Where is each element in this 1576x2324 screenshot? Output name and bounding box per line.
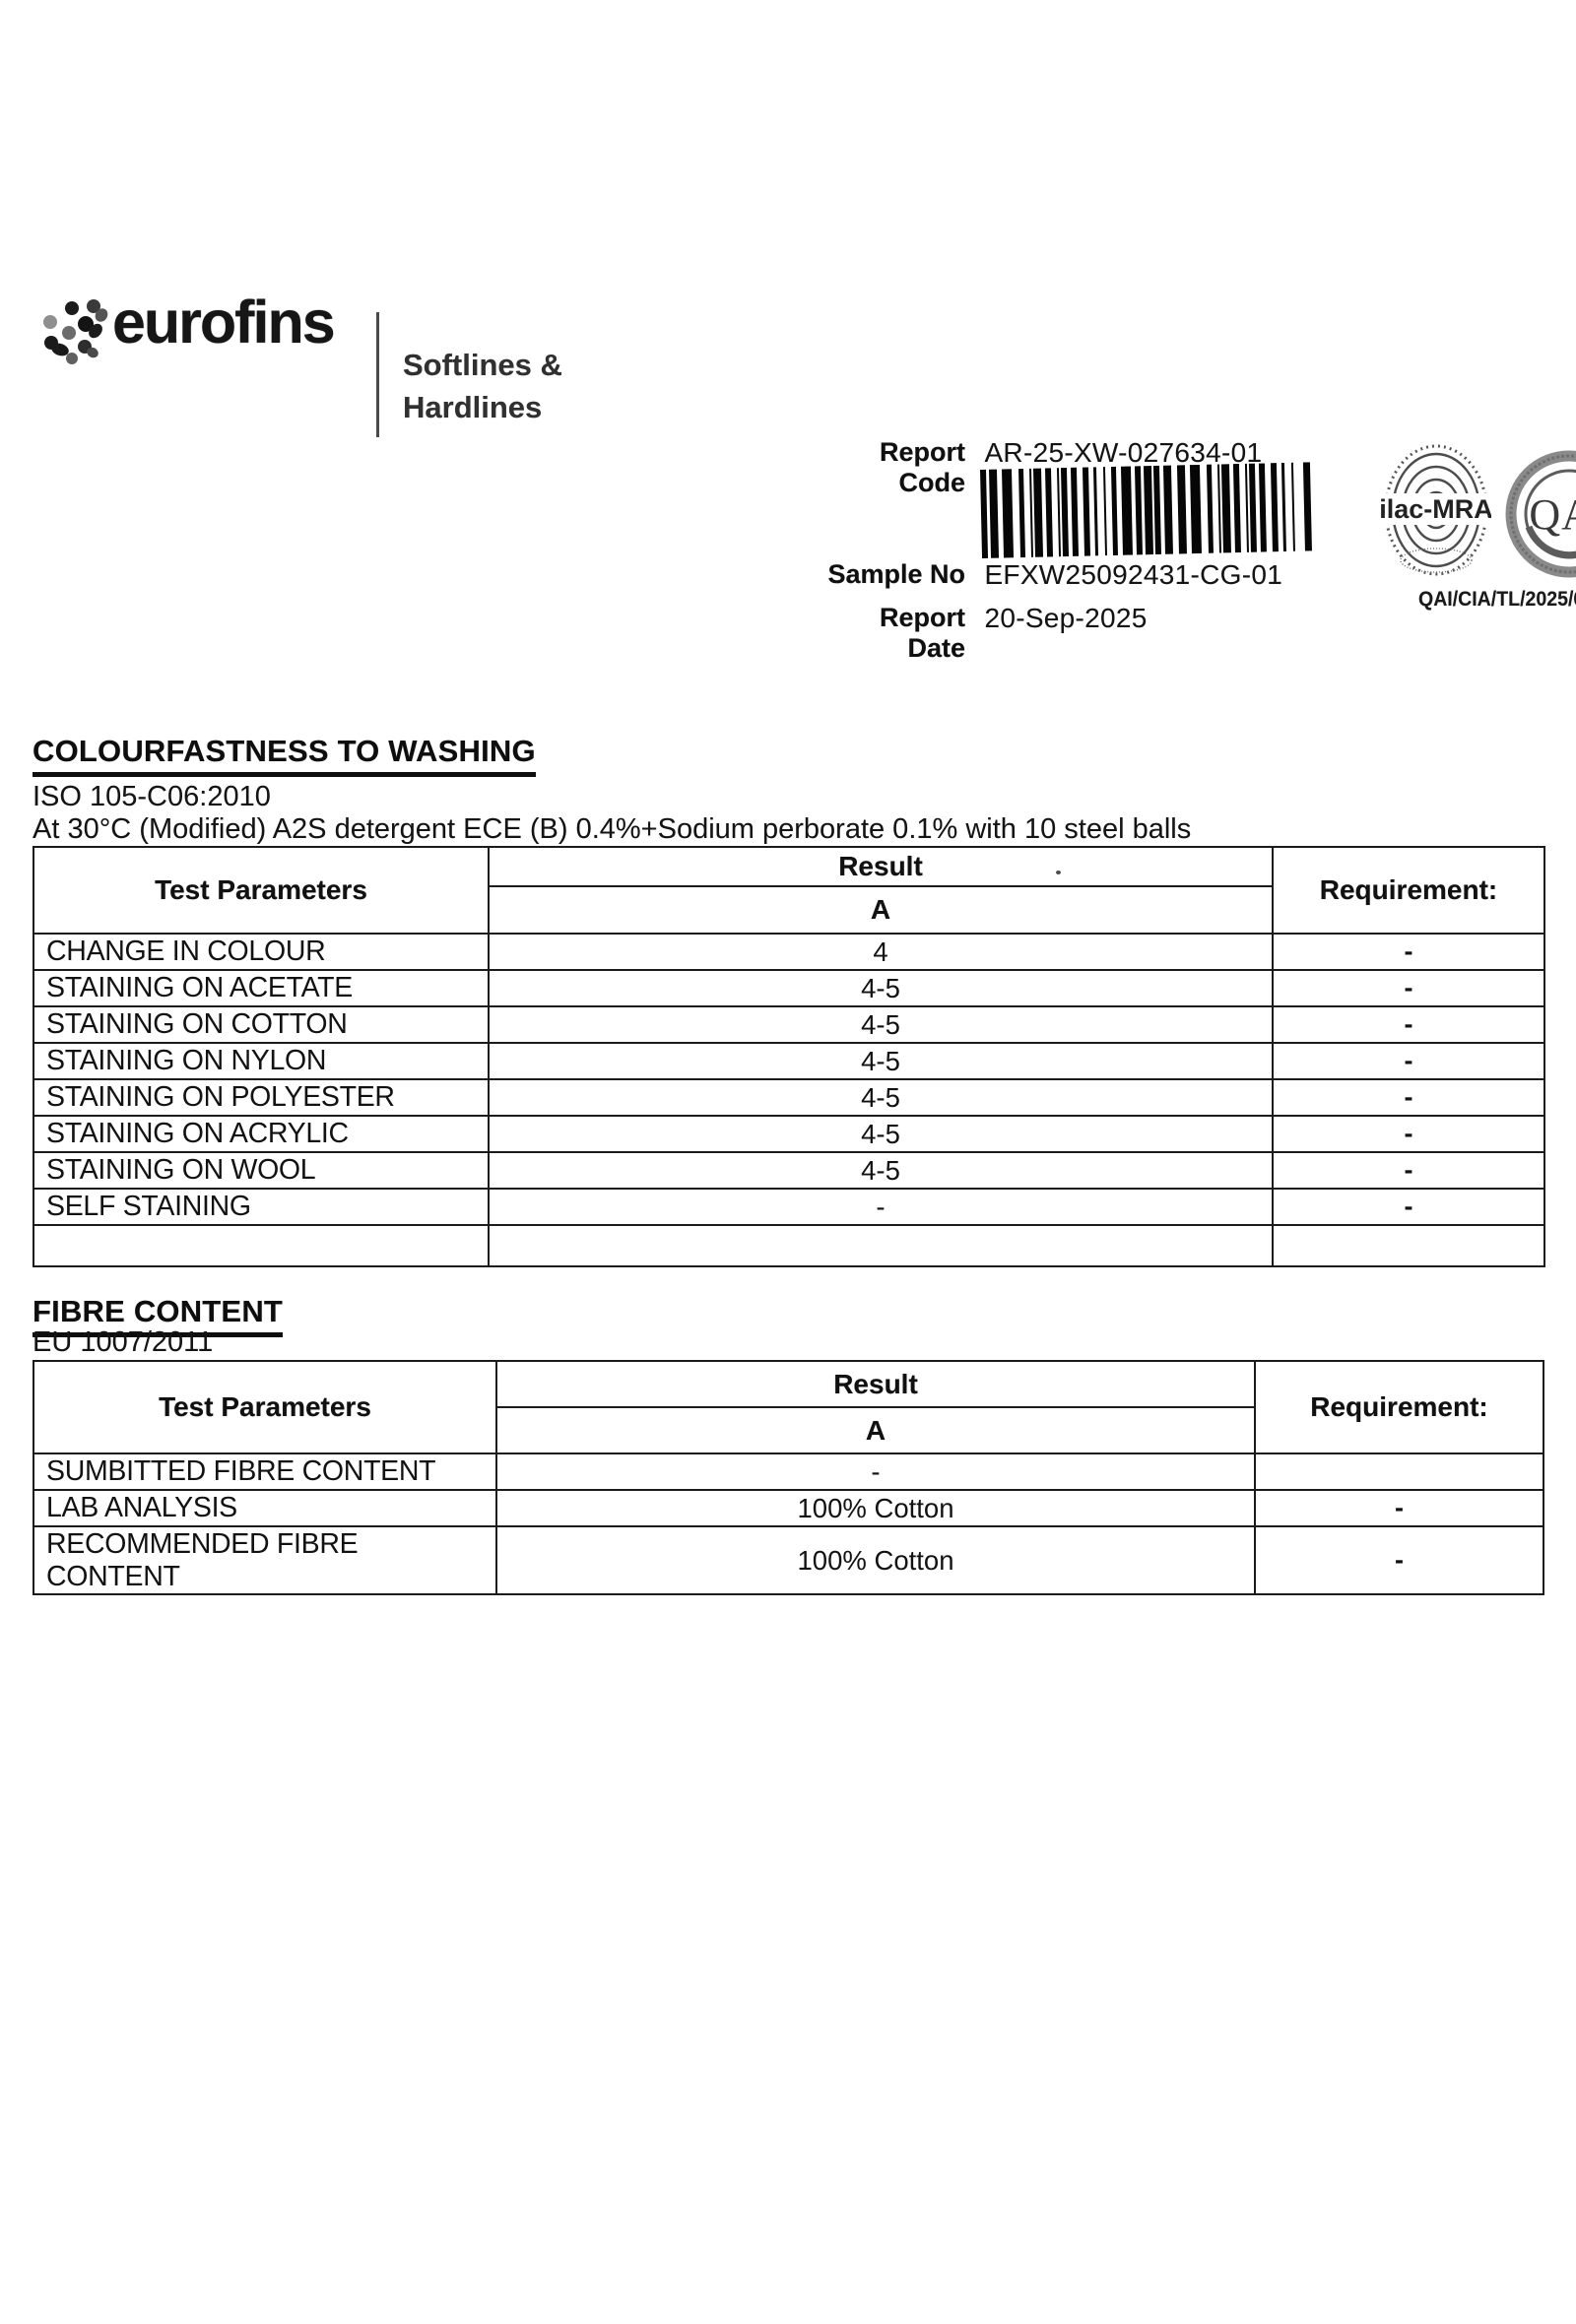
table-row: STAINING ON ACETATE 4-5 -	[33, 969, 1545, 1007]
requirement-cell: -	[1272, 969, 1545, 1007]
logo-divider	[376, 312, 379, 437]
requirement-cell: -	[1272, 1042, 1545, 1080]
result-cell: 4-5	[488, 1078, 1274, 1117]
table-row-empty	[33, 1224, 1545, 1267]
report-code-label: Report Code	[880, 437, 965, 497]
scan-artifact	[1056, 871, 1061, 874]
param-cell: STAINING ON NYLON	[33, 1042, 490, 1080]
test-method: EU 1007/2011	[33, 1326, 214, 1358]
result-variant-cell: A	[495, 1406, 1256, 1454]
result-cell: -	[495, 1452, 1256, 1491]
svg-text:QAI: QAI	[1529, 490, 1576, 539]
report-date-label: Report Date	[880, 603, 965, 663]
requirement-cell	[1254, 1452, 1544, 1491]
param-cell: CHANGE IN COLOUR	[33, 933, 490, 971]
param-cell: RECOMMENDED FIBRE CONTENT	[33, 1525, 497, 1595]
requirement-cell: -	[1272, 1115, 1545, 1153]
fibre-content-table: Test Parameters Result Requirement: A SU…	[33, 1360, 1544, 1595]
requirement-cell: -	[1272, 1188, 1545, 1226]
table-row: SELF STAINING - -	[33, 1188, 1545, 1226]
requirement-cell: -	[1272, 1078, 1545, 1117]
barcode	[980, 462, 1313, 558]
report-code-value: AR-25-XW-027634-01	[984, 437, 1263, 468]
table-row: STAINING ON WOOL 4-5 -	[33, 1151, 1545, 1190]
table-row: SUMBITTED FIBRE CONTENT -	[33, 1452, 1544, 1491]
requirement-header-cell: Requirement:	[1272, 846, 1545, 935]
param-cell	[33, 1224, 490, 1267]
param-header-cell: Test Parameters	[33, 1360, 497, 1454]
result-header-cell: Result	[495, 1360, 1256, 1408]
table-row: RECOMMENDED FIBRE CONTENT 100% Cotton -	[33, 1525, 1544, 1595]
requirement-cell: -	[1272, 1005, 1545, 1044]
param-cell: STAINING ON ACRYLIC	[33, 1115, 490, 1153]
division-name: Softlines & Hardlines	[403, 344, 562, 428]
svg-text:ilac-MRA: ilac-MRA	[1381, 494, 1491, 524]
param-cell: SUMBITTED FIBRE CONTENT	[33, 1452, 497, 1491]
param-cell: LAB ANALYSIS	[33, 1489, 497, 1527]
result-variant-cell: A	[488, 885, 1274, 935]
result-cell: 4-5	[488, 969, 1274, 1007]
division-line1: Softlines &	[403, 348, 562, 382]
requirement-header-cell: Requirement:	[1254, 1360, 1544, 1454]
table-row: STAINING ON POLYESTER 4-5 -	[33, 1078, 1545, 1117]
eurofins-dots-icon	[43, 299, 108, 364]
table-row: STAINING ON COTTON 4-5 -	[33, 1005, 1545, 1044]
sample-no-value: EFXW25092431-CG-01	[984, 559, 1283, 590]
cert-number: QAI/CIA/TL/2025/011	[1418, 588, 1576, 611]
requirement-cell: -	[1254, 1525, 1544, 1595]
table-row: CHANGE IN COLOUR 4 -	[33, 933, 1545, 971]
param-cell: STAINING ON COTTON	[33, 1005, 490, 1044]
report-date-row: Report Date 20-Sep-2025	[816, 603, 1544, 664]
param-cell: STAINING ON WOOL	[33, 1151, 490, 1190]
division-line2: Hardlines	[403, 390, 543, 424]
table-row: LAB ANALYSIS 100% Cotton -	[33, 1489, 1544, 1527]
param-cell: SELF STAINING	[33, 1188, 490, 1226]
result-header-cell: Result	[488, 846, 1274, 887]
result-cell: 4-5	[488, 1115, 1274, 1153]
result-cell: 4	[488, 933, 1274, 971]
qai-logo-icon: QAI	[1505, 450, 1576, 578]
param-cell: STAINING ON ACETATE	[33, 969, 490, 1007]
result-cell: 4-5	[488, 1151, 1274, 1190]
brand-name: eurofins	[112, 289, 336, 355]
param-header-cell: Test Parameters	[33, 846, 490, 935]
colourfastness-table: Test Parameters Result Requirement: A CH…	[33, 846, 1545, 1267]
result-cell: 4-5	[488, 1005, 1274, 1044]
test-condition: At 30°C (Modified) A2S detergent ECE (B)…	[33, 813, 1192, 845]
result-cell: 100% Cotton	[495, 1525, 1256, 1595]
result-cell	[488, 1224, 1274, 1267]
sample-no-row: Sample No EFXW25092431-CG-01	[816, 559, 1544, 591]
requirement-cell: -	[1254, 1489, 1544, 1527]
ilac-mra-stamp-icon: ilac-MRA	[1381, 444, 1491, 576]
result-cell: 4-5	[488, 1042, 1274, 1080]
table-row: STAINING ON NYLON 4-5 -	[33, 1042, 1545, 1080]
sample-no-label: Sample No	[827, 559, 965, 589]
section-title-colourfastness: COLOURFASTNESS TO WASHING	[33, 734, 536, 777]
table-row: STAINING ON ACRYLIC 4-5 -	[33, 1115, 1545, 1153]
result-cell: -	[488, 1188, 1274, 1226]
section-title-fibre-content: FIBRE CONTENT	[33, 1294, 284, 1337]
requirement-cell	[1272, 1224, 1545, 1267]
result-cell: 100% Cotton	[495, 1489, 1256, 1527]
param-cell: STAINING ON POLYESTER	[33, 1078, 490, 1117]
requirement-cell: -	[1272, 1151, 1545, 1190]
test-method: ISO 105-C06:2010	[33, 781, 271, 812]
report-code-row: Report Code AR-25-XW-027634-01	[816, 437, 1544, 498]
requirement-cell: -	[1272, 933, 1545, 971]
report-date-value: 20-Sep-2025	[984, 603, 1148, 633]
